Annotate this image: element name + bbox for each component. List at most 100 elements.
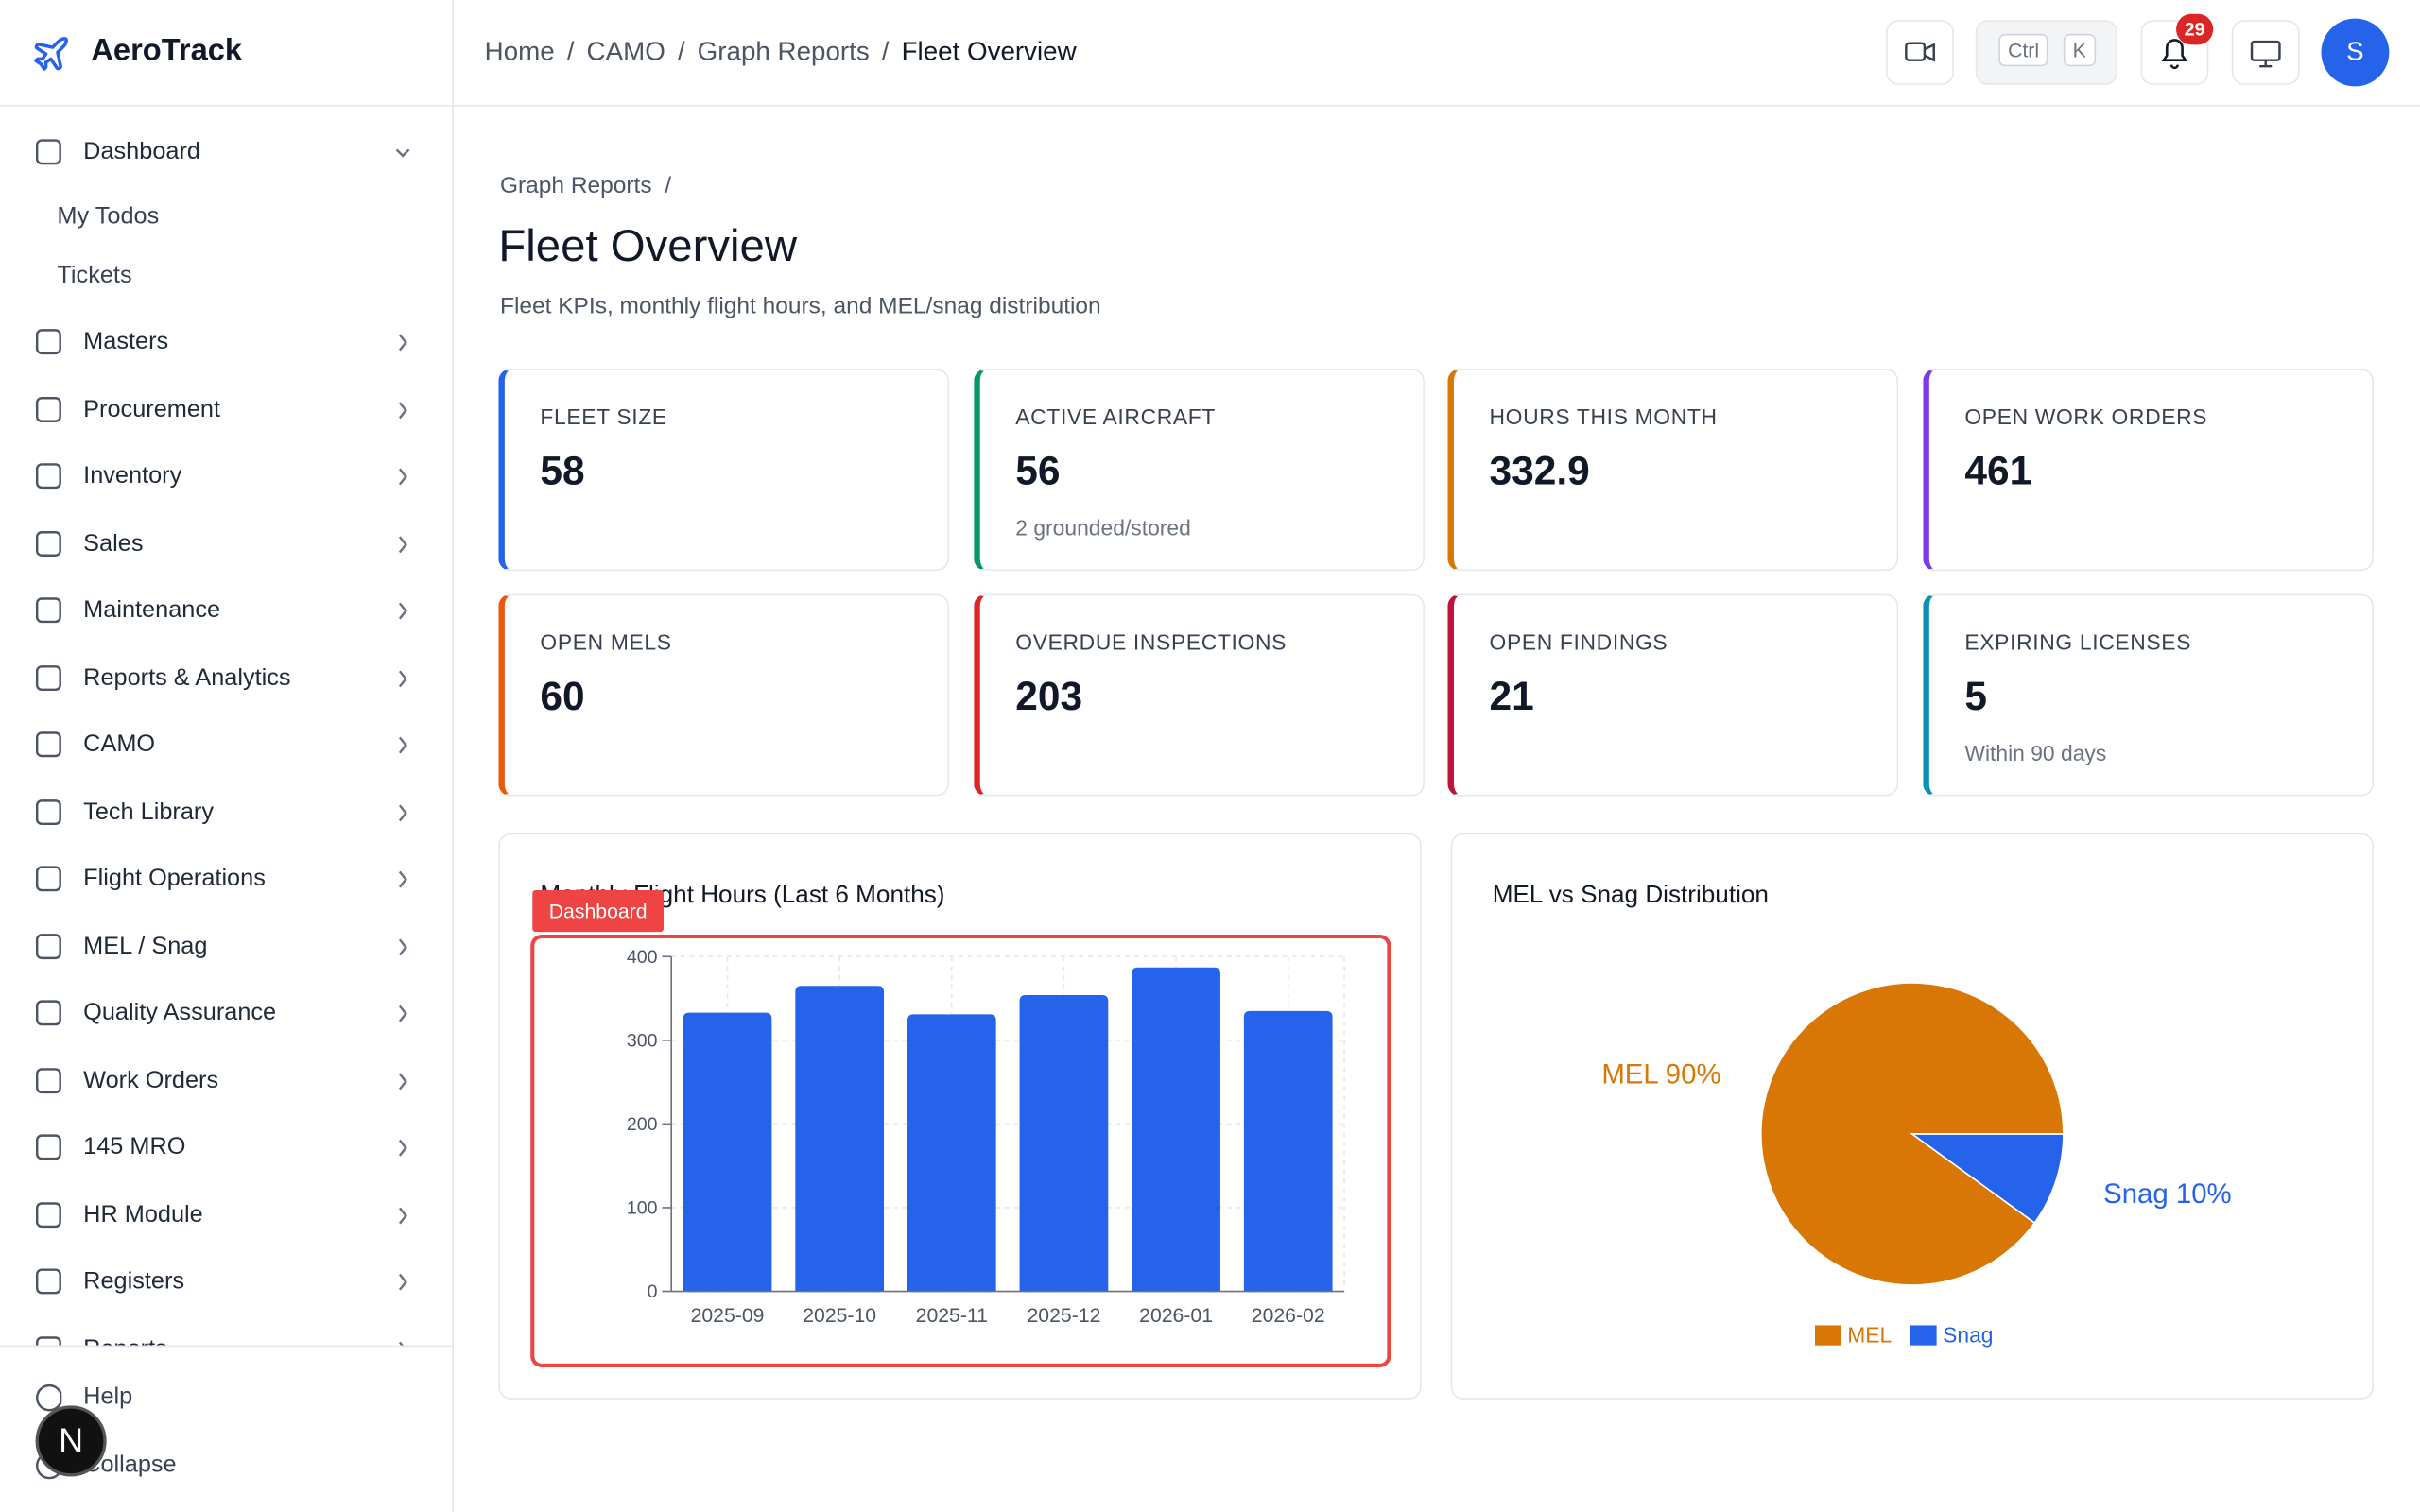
nav-label: CAMO: [83, 730, 156, 758]
nav-label: Reports: [83, 1335, 167, 1346]
nav-icon: [35, 1201, 407, 1228]
nav-subitem[interactable]: Tickets: [0, 249, 452, 304]
bar: [1019, 994, 1109, 1292]
nav-label: Tickets: [57, 262, 132, 289]
breadcrumb-item[interactable]: Graph Reports: [697, 37, 870, 67]
nav-label: Procurement: [83, 395, 221, 422]
chevron: [398, 1072, 407, 1090]
monitor-icon: [2250, 40, 2281, 68]
footer-label: Help: [83, 1383, 133, 1411]
bar: [1243, 1010, 1333, 1292]
y-tick-label: 400: [627, 947, 658, 968]
crumb[interactable]: Graph Reports: [499, 172, 652, 199]
bell-icon: [2161, 39, 2188, 70]
icon-shape: [35, 530, 61, 557]
nav-item[interactable]: Registers: [0, 1254, 452, 1310]
kpi-note: Within 90 days: [1964, 740, 2107, 765]
nav-item[interactable]: Masters: [0, 315, 452, 370]
nav-item[interactable]: Work Orders: [0, 1053, 452, 1108]
kpi-label: OVERDUE INSPECTIONS: [1015, 629, 1288, 655]
avatar[interactable]: S: [2321, 18, 2390, 87]
x-tick-label: 2026-02: [1252, 1305, 1325, 1327]
nav-icon: [35, 799, 407, 825]
footer-divider: [0, 1345, 453, 1348]
chevron: [398, 1340, 405, 1346]
nav-item[interactable]: Tech Library: [0, 784, 452, 840]
nav-icon: [35, 933, 407, 959]
kpi-card: OPEN FINDINGS 21: [1447, 593, 1899, 797]
kpi-label: EXPIRING LICENSES: [1964, 629, 2192, 655]
nav-item[interactable]: Sales: [0, 516, 452, 572]
footer-item[interactable]: Help: [0, 1370, 452, 1426]
kpi-value: 5: [1964, 672, 1987, 719]
icon-shape: [35, 139, 61, 165]
kpi-value: 60: [540, 672, 585, 719]
nav-icon: [35, 1335, 405, 1346]
slice-label: MEL 90%: [1601, 1059, 1720, 1091]
nav: Dashboard My Todos Tickets Masters Procureme…: [0, 107, 452, 1346]
kpi-label: FLEET SIZE: [540, 404, 667, 429]
dev-badge[interactable]: N: [35, 1405, 107, 1477]
nav-item[interactable]: 145 MRO: [0, 1120, 452, 1176]
bar: [795, 986, 885, 1292]
video-button[interactable]: [1886, 20, 1954, 85]
kpi-card: OPEN WORK ORDERS 461: [1923, 369, 2375, 572]
nav-label: Sales: [83, 529, 144, 557]
icon-shape: [35, 731, 61, 758]
nav-item[interactable]: CAMO: [0, 717, 452, 773]
kpi-value: 203: [1015, 672, 1083, 719]
nav-label: Flight Operations: [83, 865, 266, 892]
icon-shape: [35, 1000, 61, 1026]
nav-item[interactable]: Maintenance: [0, 583, 452, 639]
y-tick-label: 100: [627, 1197, 658, 1218]
nav-icon: [35, 139, 410, 165]
nav-item[interactable]: MEL / Snag: [0, 919, 452, 974]
nav-icon: [35, 329, 407, 355]
display-button[interactable]: [2231, 20, 2300, 85]
nav-label: Registers: [83, 1268, 185, 1295]
footer-icon: [35, 1383, 62, 1412]
icon-shape: [35, 1134, 61, 1160]
kbd: K: [2063, 33, 2096, 67]
y-tick-label: 300: [627, 1030, 658, 1051]
slice-label: Snag 10%: [2103, 1178, 2232, 1210]
nav-item[interactable]: Procurement: [0, 382, 452, 438]
nav-item[interactable]: Reports: [0, 1321, 452, 1346]
x-tick-label: 2025-12: [1028, 1305, 1101, 1327]
nav-subitem[interactable]: My Todos: [0, 190, 452, 246]
nav-icon: [35, 396, 407, 422]
chevron: [398, 468, 407, 486]
notifications-button[interactable]: 29: [2140, 13, 2214, 85]
nav-icon: [35, 1268, 407, 1295]
kpi-card: ACTIVE AIRCRAFT 56 2 grounded/stored: [974, 369, 1425, 572]
breadcrumb-item[interactable]: Home: [484, 37, 555, 67]
chevron: [398, 1005, 407, 1022]
nav-icon: [35, 1134, 407, 1160]
page-crumb: Graph Reports /: [500, 173, 671, 199]
kpi-card: OVERDUE INSPECTIONS 203: [974, 593, 1425, 797]
nav-item[interactable]: Inventory: [0, 449, 452, 505]
bar: [907, 1014, 996, 1292]
icon-shape: [35, 799, 61, 825]
search-shortcut[interactable]: Ctrl K: [1975, 20, 2118, 85]
bar: [1132, 967, 1220, 1292]
nav-item[interactable]: Dashboard: [0, 125, 452, 180]
kpi-value: 332.9: [1489, 447, 1590, 494]
nav-item[interactable]: HR Module: [0, 1187, 452, 1243]
nav-label: Dashboard: [83, 138, 200, 165]
breadcrumb-item[interactable]: CAMO: [586, 37, 666, 67]
icon-shape: [35, 1335, 61, 1346]
icon-shape: [35, 396, 61, 422]
chevron: [398, 401, 407, 419]
kpi-value: 56: [1015, 447, 1061, 494]
nav-item[interactable]: Flight Operations: [0, 851, 452, 907]
kpi-label: HOURS THIS MONTH: [1489, 404, 1718, 429]
nav-item[interactable]: Reports & Analytics: [0, 650, 452, 706]
icon-shape: [35, 1268, 61, 1295]
nav-item[interactable]: Quality Assurance: [0, 986, 452, 1041]
legend-label: Snag: [1943, 1322, 1993, 1347]
kpi-card: HOURS THIS MONTH 332.9: [1447, 369, 1899, 572]
